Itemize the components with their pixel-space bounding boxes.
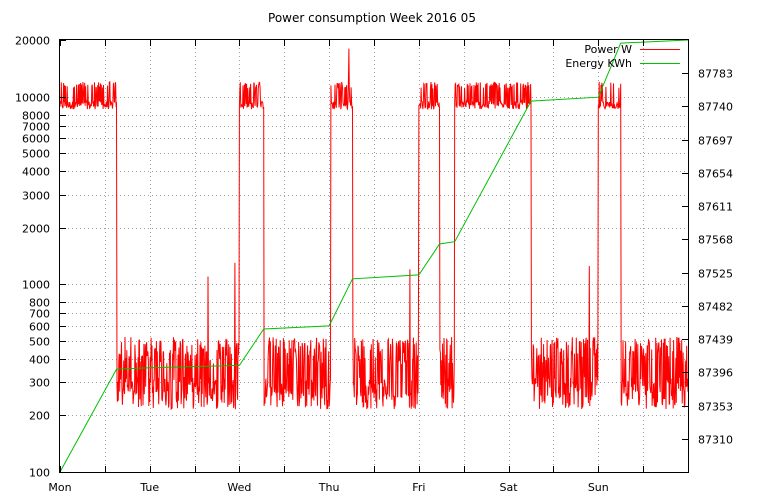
x-tick-label: Mon xyxy=(48,481,71,494)
y-right-tick-label: 87740 xyxy=(698,101,733,114)
x-tick-label: Thu xyxy=(318,481,340,494)
y-right-tick-label: 87353 xyxy=(698,401,733,414)
y-left-tick-label: 8000 xyxy=(22,110,50,123)
series-layer xyxy=(59,39,689,473)
y-right-tick-label: 87568 xyxy=(698,234,733,247)
y-right-tick-label: 87396 xyxy=(698,367,733,380)
y-left-tick-label: 10000 xyxy=(15,92,50,105)
x-tick-label: Wed xyxy=(227,481,251,494)
y-left-tick-label: 3000 xyxy=(22,190,50,203)
y-left-tick-label: 500 xyxy=(29,336,50,349)
legend-label-power: Power W xyxy=(584,43,632,56)
plot-frame xyxy=(59,39,689,473)
y-left-tick-label: 1000 xyxy=(22,279,50,292)
x-tick-label: Tue xyxy=(139,481,159,494)
energy-series-line xyxy=(59,39,689,473)
y-left-tick-label: 7000 xyxy=(22,121,50,134)
x-tick-label: Sun xyxy=(588,481,609,494)
y-right-tick-label: 87525 xyxy=(698,268,733,281)
legend-label-energy: Energy KWh xyxy=(565,57,632,70)
y-left-tick-label: 800 xyxy=(29,297,50,310)
y-right-tick-label: 87310 xyxy=(698,434,733,447)
y-left-tick-label: 100 xyxy=(29,467,50,480)
y-left-tick-label: 400 xyxy=(29,354,50,367)
y-left-tick-label: 5000 xyxy=(22,148,50,161)
y-right-tick-label: 87654 xyxy=(698,168,733,181)
y-right-tick-label: 87611 xyxy=(698,201,733,214)
y-left-tick-label: 300 xyxy=(29,377,50,390)
y-right-tick-label: 87697 xyxy=(698,135,733,148)
y-left-tick-label: 2000 xyxy=(22,223,50,236)
axis-layer: Mon Tue Wed Thu Fri Sat Sun1002003004005006007… xyxy=(15,35,733,495)
chart-title: Power consumption Week 2016 05 xyxy=(268,11,476,25)
grid-lines xyxy=(60,40,688,472)
y-right-tick-label: 87783 xyxy=(698,68,733,81)
y-left-tick-label: 600 xyxy=(29,321,50,334)
y-right-tick-label: 87439 xyxy=(698,334,733,347)
y-left-tick-label: 200 xyxy=(29,410,50,423)
y-right-tick-label: 87482 xyxy=(698,301,733,314)
x-tick-label: Fri xyxy=(412,481,425,494)
y-left-tick-label: 20000 xyxy=(15,35,50,48)
legend: Power W Energy KWh xyxy=(565,43,680,70)
y-left-tick-label: 700 xyxy=(29,308,50,321)
power-series-line xyxy=(59,48,689,411)
x-tick-label: Sat xyxy=(500,481,519,494)
y-left-tick-label: 6000 xyxy=(22,133,50,146)
y-left-tick-label: 4000 xyxy=(22,166,50,179)
